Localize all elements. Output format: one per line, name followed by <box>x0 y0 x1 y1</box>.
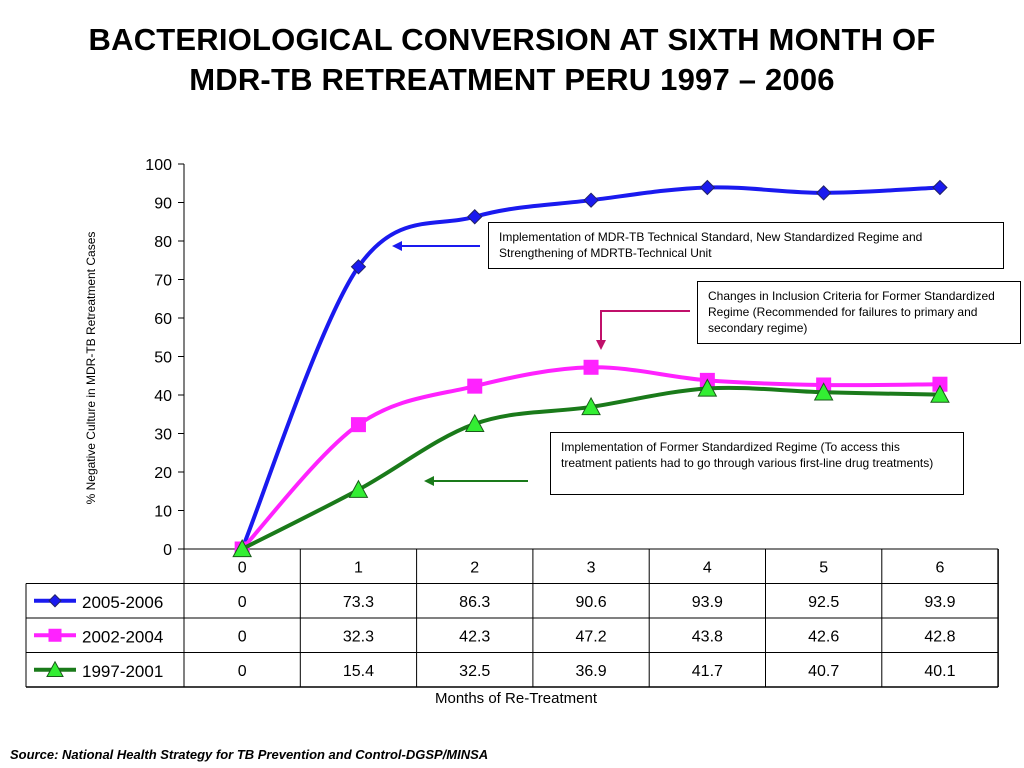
y-tick-label: 50 <box>154 350 172 367</box>
x-tick-label: 3 <box>587 559 596 576</box>
legend-marker-2002-2004 <box>48 628 62 642</box>
y-tick-label: 80 <box>154 234 172 251</box>
y-tick-label: 90 <box>154 196 172 213</box>
y-tick-label: 40 <box>154 388 172 405</box>
table-cell-value: 43.8 <box>692 628 723 645</box>
x-tick-label: 4 <box>703 559 712 576</box>
y-tick-label: 0 <box>163 542 172 559</box>
table-cell-value: 92.5 <box>808 594 839 611</box>
y-tick-label: 60 <box>154 311 172 328</box>
data-point-1997-2001 <box>581 396 601 416</box>
table-cell-value: 93.9 <box>692 594 723 611</box>
table-cell-value: 15.4 <box>343 663 374 680</box>
y-tick-label: 100 <box>145 157 172 174</box>
chart-title-line-2: MDR-TB RETREATMENT PERU 1997 – 2006 <box>189 62 835 97</box>
arrow-head-3 <box>424 476 434 486</box>
y-axis-label: % Negative Culture in MDR-TB Retreatment… <box>84 231 98 505</box>
table-cell-value: 93.9 <box>924 594 955 611</box>
table-cell-value: 0 <box>238 663 247 680</box>
data-point-1997-2001 <box>348 479 369 498</box>
source-note: Source: National Health Strategy for TB … <box>10 747 489 762</box>
table-cell-value: 0 <box>238 594 247 611</box>
annotation-mdr-tb-standard: Implementation of MDR-TB Technical Stand… <box>488 222 1004 269</box>
table-cell-value: 86.3 <box>459 594 490 611</box>
y-tick-label: 20 <box>154 465 172 482</box>
annotation-inclusion-criteria: Changes in Inclusion Criteria for Former… <box>697 281 1021 344</box>
table-cell-value: 42.8 <box>924 628 955 645</box>
arrow-line-2 <box>600 310 690 340</box>
y-tick-label: 70 <box>154 273 172 290</box>
x-tick-label: 0 <box>238 559 247 576</box>
table-cell-value: 42.3 <box>459 628 490 645</box>
data-point-2005-2006 <box>350 259 367 275</box>
table-cell-value: 0 <box>238 628 247 645</box>
x-tick-label: 6 <box>935 559 944 576</box>
data-point-2002-2004 <box>467 378 483 394</box>
arrow-head-1 <box>392 241 402 251</box>
data-point-2005-2006 <box>467 209 483 225</box>
data-point-2002-2004 <box>350 417 366 433</box>
table-cell-value: 90.6 <box>575 594 606 611</box>
table-cell-value: 40.1 <box>924 663 955 680</box>
table-cell-value: 73.3 <box>343 594 374 611</box>
table-cell-value: 40.7 <box>808 663 839 680</box>
x-tick-label: 5 <box>819 559 828 576</box>
table-cell-value: 32.5 <box>459 663 490 680</box>
data-point-2005-2006 <box>815 185 832 201</box>
x-axis-label: Months of Re-Treatment <box>434 690 597 707</box>
table-cell-value: 47.2 <box>575 628 606 645</box>
table-cell-value: 36.9 <box>575 663 606 680</box>
legend-label-2002-2004: 2002-2004 <box>82 627 163 646</box>
arrow-head-2 <box>596 340 606 350</box>
y-tick-label: 30 <box>154 427 172 444</box>
chart-title-line-1: BACTERIOLOGICAL CONVERSION AT SIXTH MONT… <box>88 22 936 57</box>
data-point-2005-2006 <box>583 192 599 208</box>
data-point-1997-2001 <box>232 538 252 558</box>
data-point-2002-2004 <box>583 359 599 375</box>
legend-marker-2005-2006 <box>48 594 62 608</box>
legend-label-2005-2006: 2005-2006 <box>82 593 163 612</box>
y-tick-label: 10 <box>154 504 172 521</box>
data-point-1997-2001 <box>464 413 485 433</box>
annotation-former-regime: Implementation of Former Standardized Re… <box>550 432 964 495</box>
legend-label-1997-2001: 1997-2001 <box>82 662 163 681</box>
data-point-1997-2001 <box>930 384 950 403</box>
table-cell-value: 41.7 <box>692 663 723 680</box>
chart-title: BACTERIOLOGICAL CONVERSION AT SIXTH MONT… <box>0 20 1024 100</box>
table-cell-value: 42.6 <box>808 628 839 645</box>
x-tick-label: 2 <box>470 559 479 576</box>
data-point-1997-2001 <box>697 378 718 397</box>
table-cell-value: 32.3 <box>343 628 374 645</box>
data-point-2005-2006 <box>699 179 716 196</box>
legend-marker-1997-2001 <box>46 660 64 678</box>
x-tick-label: 1 <box>354 559 363 576</box>
data-point-1997-2001 <box>813 382 834 401</box>
data-point-2005-2006 <box>932 179 948 196</box>
